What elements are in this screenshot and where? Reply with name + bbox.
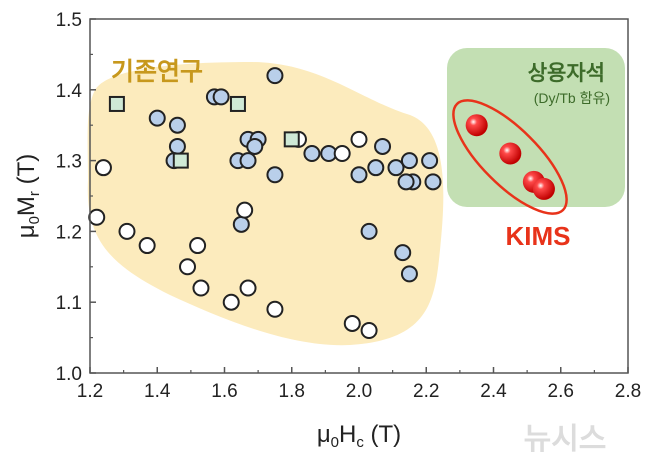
kims-ellipse — [452, 99, 568, 215]
data-point-white — [343, 314, 361, 332]
data-point-white — [192, 279, 210, 297]
previous-studies-label: 기존연구 — [111, 58, 203, 86]
data-point-kims — [499, 142, 522, 165]
data-point-blue — [394, 244, 412, 262]
data-point-blue — [266, 166, 284, 184]
data-point-square — [108, 95, 125, 112]
data-point-white — [222, 293, 240, 311]
x-axis-label: μ0Hc (T) — [317, 421, 401, 451]
data-point-blue — [303, 145, 321, 163]
data-point-white — [88, 208, 106, 226]
data-point-white — [350, 130, 368, 148]
x-tick-label: 1.6 — [211, 381, 237, 402]
data-point-white — [189, 237, 207, 255]
data-point-white — [94, 159, 112, 177]
previous-studies-region — [87, 62, 444, 346]
y-tick-label: 1.0 — [56, 364, 82, 385]
data-point-blue — [266, 67, 284, 85]
y-tick-label: 1.2 — [56, 222, 82, 243]
y-tick-label: 1.5 — [56, 10, 82, 31]
data-point-white — [360, 322, 378, 340]
x-tick-label: 1.2 — [77, 381, 103, 402]
x-tick-label: 2.4 — [480, 381, 507, 402]
data-point-white — [138, 237, 156, 255]
x-tick-label: 1.8 — [279, 381, 305, 402]
data-point-blue — [367, 159, 385, 177]
data-point-white — [239, 279, 257, 297]
data-point-kims — [465, 114, 488, 137]
data-point-blue — [387, 159, 405, 177]
y-tick-label: 1.1 — [56, 293, 82, 314]
data-point-blue — [424, 173, 442, 191]
data-point-blue — [246, 137, 264, 155]
data-point-white — [118, 222, 136, 240]
x-tick-label: 2.2 — [413, 381, 439, 402]
data-point-blue — [212, 88, 230, 106]
data-point-blue — [239, 152, 257, 170]
data-point-square — [283, 131, 300, 148]
x-tick-label: 2.6 — [548, 381, 574, 402]
data-point-blue — [397, 173, 415, 191]
data-point-white — [179, 258, 197, 276]
data-point-blue — [168, 137, 186, 155]
commercial-note-label: (Dy/Tb 함유) — [534, 90, 610, 106]
y-tick-label: 1.3 — [56, 152, 82, 173]
data-point-white — [333, 145, 351, 163]
x-tick-label: 2.8 — [615, 381, 641, 402]
data-point-blue — [400, 152, 418, 170]
data-point-blue — [421, 152, 439, 170]
commercial-magnets-label: 상용자석 — [528, 62, 605, 85]
commercial-magnets-region — [447, 48, 625, 207]
data-point-square — [229, 95, 246, 112]
data-point-blue — [374, 137, 392, 155]
data-point-blue — [232, 215, 250, 233]
data-point-kims — [532, 177, 555, 200]
data-point-blue — [400, 265, 418, 283]
data-point-blue — [350, 166, 368, 184]
x-tick-label: 2.0 — [346, 381, 372, 402]
data-point-white — [236, 201, 254, 219]
data-point-blue — [148, 109, 166, 127]
data-point-blue — [168, 116, 186, 134]
data-point-square — [172, 152, 189, 169]
watermark: 뉴시스 — [524, 423, 607, 452]
y-tick-label: 1.4 — [56, 81, 83, 102]
data-point-blue — [360, 222, 378, 240]
data-point-white — [266, 300, 284, 318]
kims-label: KIMS — [506, 221, 571, 251]
x-tick-label: 1.4 — [144, 381, 171, 402]
y-axis-label: μ0Mr (T) — [13, 154, 43, 238]
